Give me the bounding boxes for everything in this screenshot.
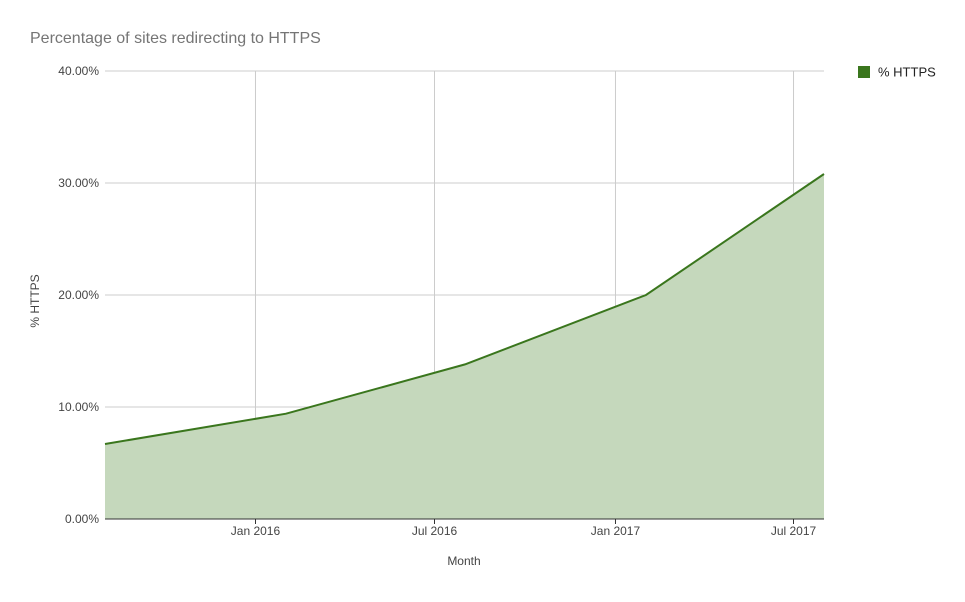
x-tick-label: Jan 2016 [231, 524, 281, 538]
y-tick-label: 20.00% [58, 288, 99, 302]
x-axis-label: Month [447, 554, 480, 568]
legend[interactable]: % HTTPS [858, 65, 936, 80]
y-tick-label: 30.00% [58, 176, 99, 190]
series-area-fill [105, 174, 824, 519]
axis-layer: 0.00% 10.00% 20.00% 30.00% 40.00% Jan 2016 Jul… [58, 64, 824, 538]
y-tick-label: 10.00% [58, 400, 99, 414]
legend-label: % HTTPS [878, 65, 936, 80]
legend-swatch [858, 66, 870, 78]
x-tick-label: Jan 2017 [591, 524, 641, 538]
y-tick-label: 0.00% [65, 512, 99, 526]
y-tick-label: 40.00% [58, 64, 99, 78]
x-tick-label: Jul 2016 [412, 524, 458, 538]
series-area-layer [104, 173, 825, 519]
chart-title: Percentage of sites redirecting to HTTPS [30, 30, 321, 47]
y-axis-label: % HTTPS [28, 274, 42, 327]
x-tick-label: Jul 2017 [771, 524, 817, 538]
series-line[interactable] [104, 173, 825, 445]
